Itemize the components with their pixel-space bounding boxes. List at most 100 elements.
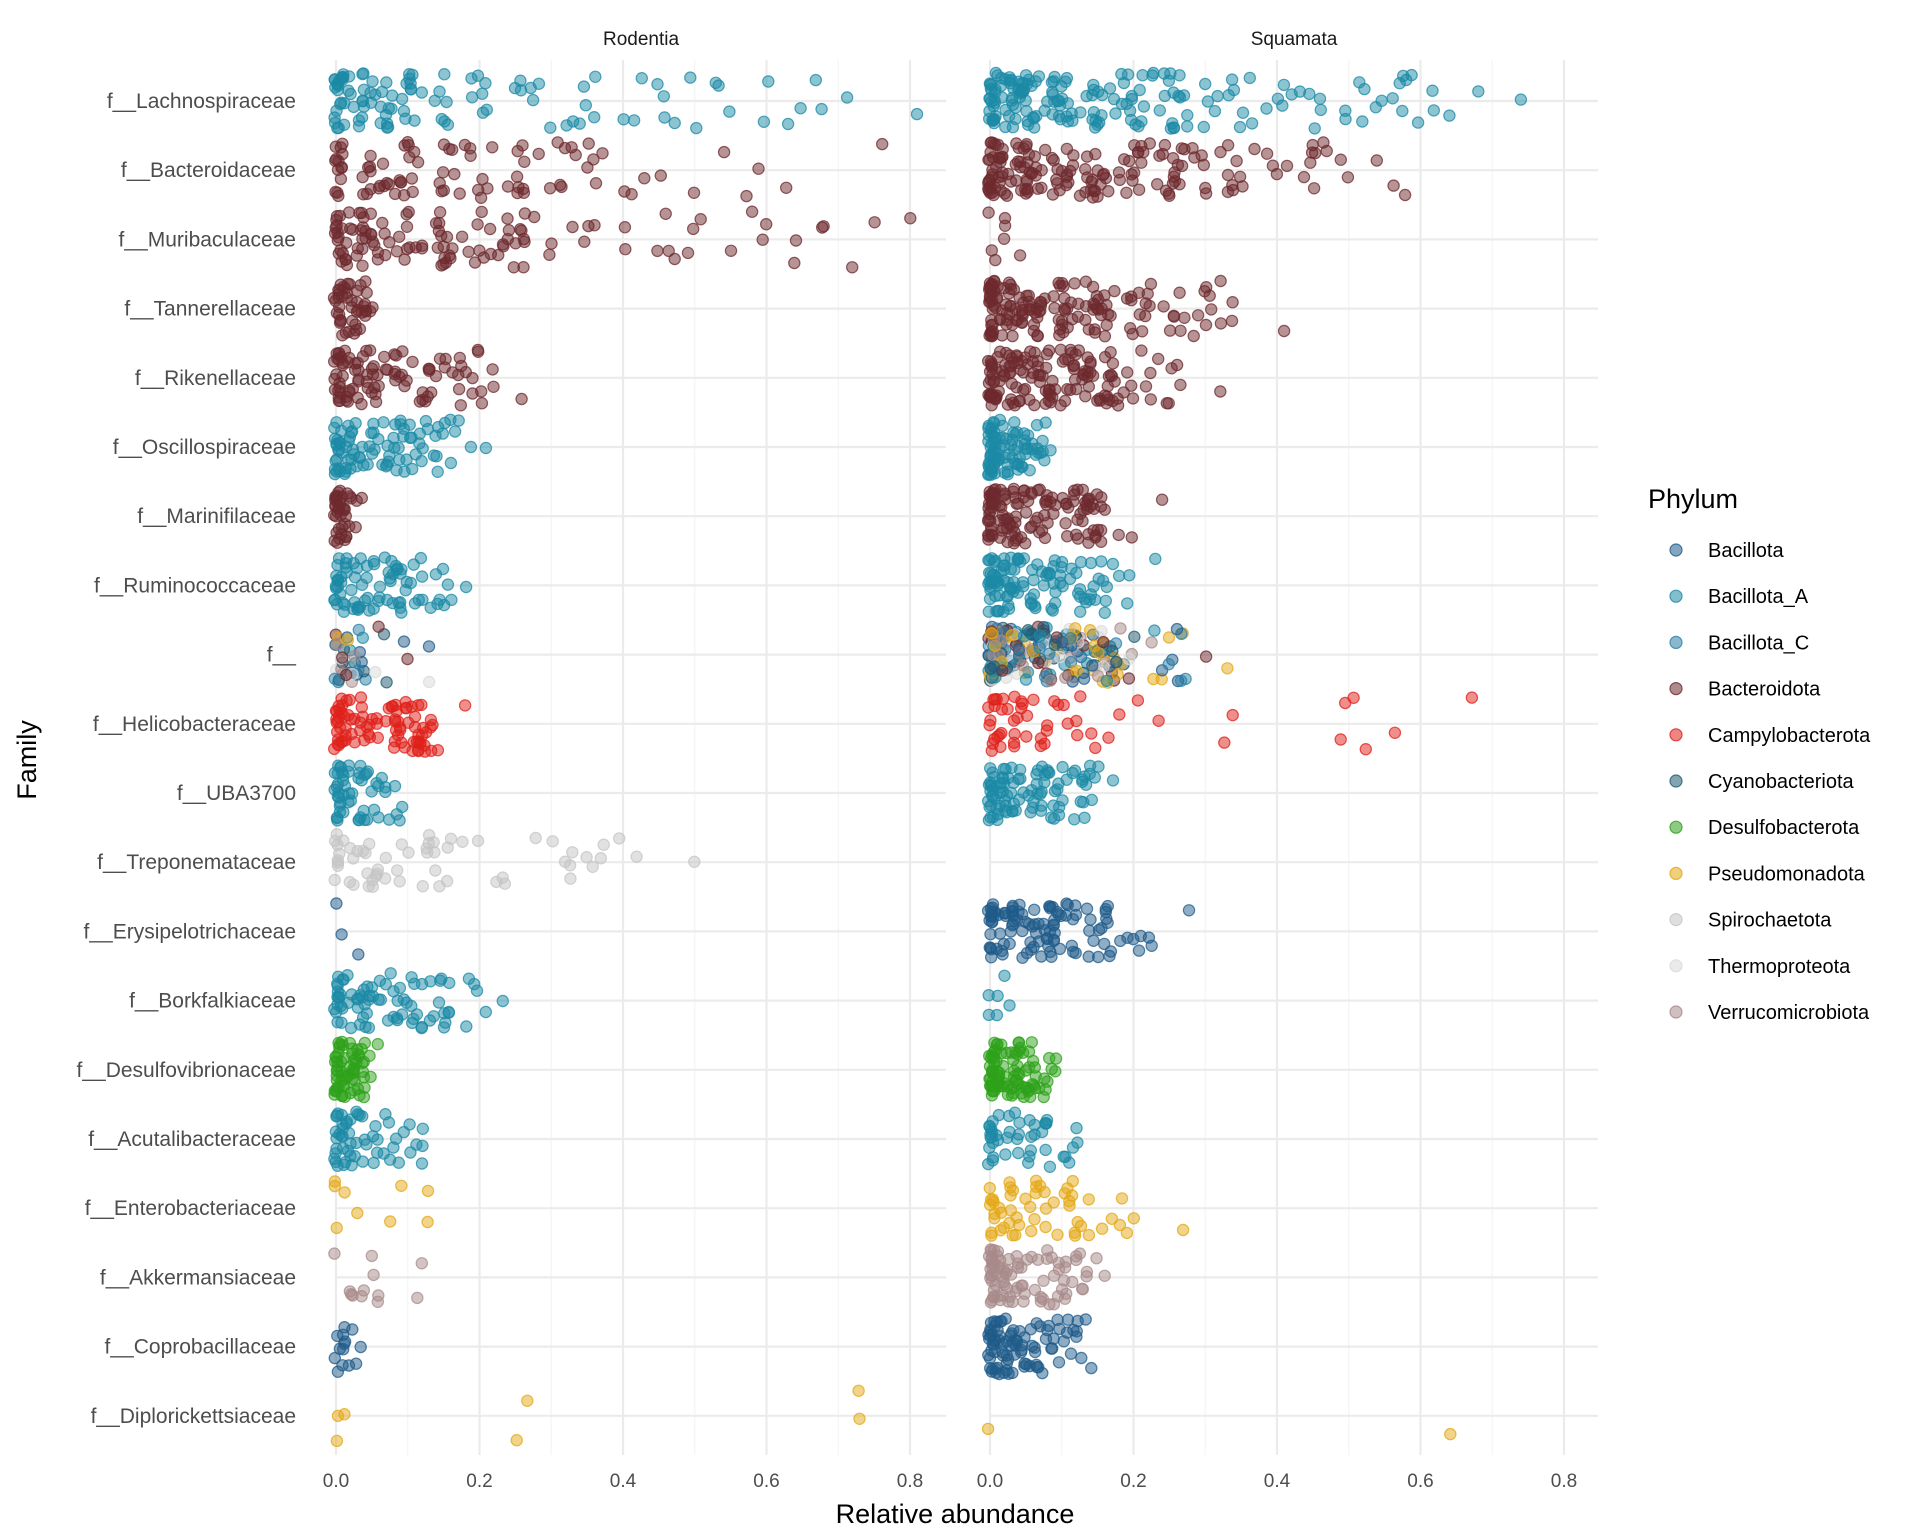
data-point bbox=[1038, 104, 1051, 117]
data-point bbox=[1122, 154, 1136, 168]
data-point bbox=[357, 83, 371, 97]
data-point bbox=[367, 555, 380, 568]
data-point bbox=[1387, 179, 1400, 192]
data-point bbox=[1122, 672, 1136, 685]
data-point bbox=[1078, 162, 1092, 176]
data-point bbox=[1066, 766, 1079, 780]
data-point bbox=[999, 120, 1012, 134]
data-point bbox=[497, 239, 510, 253]
y-tick-label: f__Tannerellaceae bbox=[124, 298, 296, 321]
data-point bbox=[380, 76, 393, 89]
data-point bbox=[1053, 942, 1067, 956]
data-point bbox=[1020, 946, 1034, 960]
data-point bbox=[466, 371, 479, 385]
data-point bbox=[1019, 442, 1032, 455]
x-tick-label: 0.6 bbox=[1407, 1471, 1433, 1492]
x-tick-label: 0.8 bbox=[897, 1471, 923, 1492]
data-point bbox=[468, 256, 482, 269]
data-point bbox=[1025, 1339, 1039, 1353]
data-point bbox=[389, 349, 403, 362]
data-point bbox=[448, 425, 462, 438]
data-point bbox=[1028, 150, 1042, 163]
data-point bbox=[334, 313, 347, 327]
data-point bbox=[1045, 602, 1058, 615]
data-point bbox=[1019, 506, 1033, 519]
data-point bbox=[1214, 145, 1227, 159]
data-point bbox=[1042, 394, 1056, 407]
data-point bbox=[659, 207, 672, 220]
data-point bbox=[358, 1081, 371, 1094]
data-point bbox=[986, 151, 1000, 164]
legend-label: Cyanobacteriota bbox=[1708, 771, 1855, 793]
y-tick-label: f__ bbox=[267, 644, 297, 667]
data-point bbox=[1155, 493, 1169, 506]
y-tick-label: f__Akkermansiaceae bbox=[100, 1266, 296, 1289]
data-point bbox=[359, 846, 372, 860]
data-point bbox=[1020, 104, 1033, 118]
data-point bbox=[379, 715, 392, 728]
data-point bbox=[1160, 397, 1174, 410]
data-point bbox=[459, 580, 473, 594]
data-point bbox=[328, 1247, 341, 1260]
data-point bbox=[1057, 698, 1070, 712]
data-point bbox=[1020, 1357, 1033, 1371]
data-point bbox=[331, 1016, 344, 1029]
data-point bbox=[1038, 143, 1052, 157]
x-axis-title: Relative abundance bbox=[836, 1499, 1075, 1529]
data-point bbox=[588, 218, 601, 232]
data-point bbox=[1012, 643, 1026, 657]
data-point bbox=[985, 552, 999, 565]
data-point bbox=[502, 223, 516, 237]
data-point bbox=[1167, 121, 1180, 134]
data-point bbox=[440, 230, 454, 244]
data-point bbox=[389, 374, 402, 387]
data-point bbox=[1105, 1212, 1119, 1226]
data-point bbox=[1199, 650, 1213, 663]
data-point bbox=[1117, 76, 1131, 90]
data-point bbox=[414, 551, 428, 565]
data-point bbox=[340, 566, 353, 579]
data-point bbox=[366, 1130, 380, 1143]
data-point bbox=[1083, 924, 1096, 937]
data-point bbox=[684, 71, 697, 84]
data-point bbox=[1011, 1067, 1025, 1080]
data-point bbox=[1226, 296, 1239, 309]
data-point bbox=[1074, 555, 1088, 569]
data-point bbox=[1016, 924, 1029, 938]
data-point bbox=[1005, 1268, 1018, 1281]
legend-swatch bbox=[1669, 1005, 1683, 1019]
data-point bbox=[330, 416, 343, 429]
data-point bbox=[1039, 1220, 1052, 1234]
data-point bbox=[1098, 350, 1112, 364]
data-point bbox=[410, 1138, 423, 1151]
data-point bbox=[1082, 1193, 1096, 1206]
data-point bbox=[367, 602, 380, 615]
data-point bbox=[1082, 380, 1096, 393]
legend-swatch bbox=[1669, 820, 1683, 834]
data-point bbox=[1162, 658, 1175, 671]
data-point bbox=[1016, 659, 1029, 672]
data-point bbox=[1117, 386, 1130, 399]
data-point bbox=[1007, 797, 1021, 810]
data-point bbox=[1356, 115, 1369, 128]
data-point bbox=[582, 137, 595, 150]
y-tick-label: f__Lachnospiraceae bbox=[107, 90, 296, 113]
data-point bbox=[365, 785, 378, 798]
data-point bbox=[433, 85, 446, 98]
data-point bbox=[328, 873, 341, 887]
data-point bbox=[441, 841, 454, 854]
data-point bbox=[1083, 624, 1097, 637]
data-point bbox=[379, 785, 392, 799]
data-point bbox=[852, 1384, 865, 1398]
data-point bbox=[472, 345, 485, 358]
data-point bbox=[370, 1146, 384, 1159]
data-point bbox=[1353, 76, 1366, 89]
x-tick-label: 0.0 bbox=[323, 1471, 349, 1492]
data-point bbox=[1055, 555, 1069, 569]
data-point bbox=[780, 181, 793, 194]
data-point bbox=[438, 251, 451, 265]
data-point bbox=[1027, 588, 1041, 601]
data-point bbox=[1067, 813, 1081, 826]
data-point bbox=[1089, 114, 1102, 127]
y-tick-label: f__Erysipelotrichaceae bbox=[84, 920, 296, 943]
